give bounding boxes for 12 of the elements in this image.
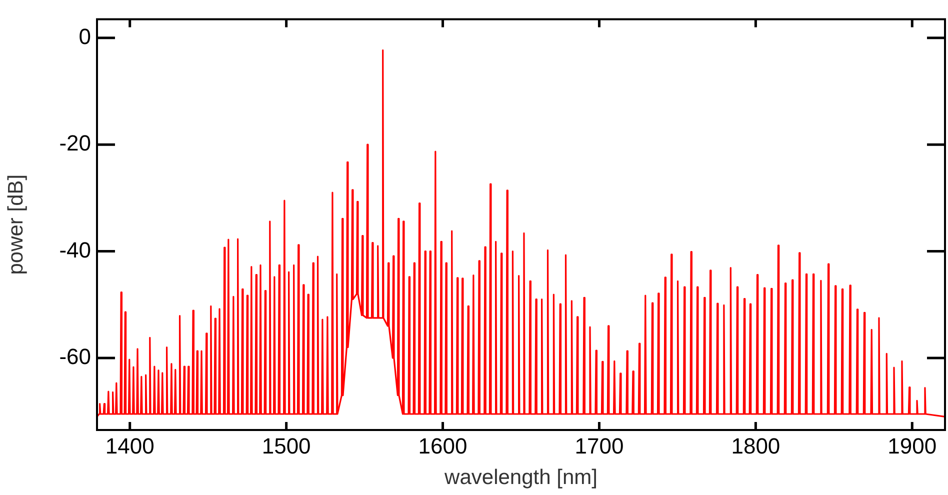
x-tick-label: 1900 — [888, 433, 937, 458]
x-tick-label: 1700 — [574, 433, 624, 458]
y-tick-label: -20 — [59, 130, 91, 156]
y-tick-label: -40 — [59, 237, 91, 262]
x-tick-label: 1800 — [731, 433, 780, 458]
x-tick-label: 1600 — [418, 433, 468, 458]
y-tick-label: -60 — [59, 344, 91, 370]
x-axis-title: wavelength [nm] — [444, 466, 598, 490]
x-tick-label: 1500 — [262, 433, 311, 458]
x-tick-label: 1400 — [105, 433, 154, 458]
y-tick-label: 0 — [78, 24, 91, 49]
y-axis-title: power [dB] — [4, 174, 28, 275]
